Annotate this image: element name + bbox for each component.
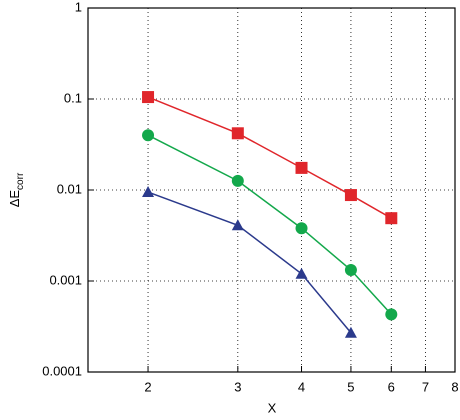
y-tick-label: 0.0001: [42, 363, 82, 378]
marker: [344, 326, 357, 338]
marker: [231, 127, 244, 140]
series-line: [147, 134, 392, 315]
marker: [295, 267, 308, 279]
plot-frame: [87, 7, 456, 373]
y-label-sub: corr: [15, 172, 26, 190]
x-tick-label: 5: [347, 379, 354, 394]
y-axis-label: ΔEcorr: [7, 172, 25, 207]
y-label-main: ΔE: [7, 190, 22, 208]
marker: [295, 161, 308, 174]
marker: [142, 129, 155, 142]
x-axis-label: X: [268, 400, 277, 415]
marker: [385, 308, 398, 321]
y-tick-label: 0.1: [64, 90, 82, 105]
x-tick-label: 2: [144, 379, 151, 394]
marker: [142, 186, 155, 198]
x-tick-label: 3: [234, 379, 241, 394]
x-tick-label: 4: [298, 379, 305, 394]
marker: [231, 174, 244, 187]
x-tick-label: 8: [451, 379, 458, 394]
y-tick-label: 0.001: [49, 272, 82, 287]
marker: [385, 212, 398, 225]
marker: [142, 91, 155, 104]
y-tick-label: 0.01: [57, 181, 82, 196]
marker: [344, 189, 357, 202]
marker: [231, 219, 244, 231]
y-tick-label: 1: [75, 0, 82, 14]
x-tick-label: 7: [422, 379, 429, 394]
marker: [295, 222, 308, 235]
marker: [344, 264, 357, 277]
x-tick-label: 6: [388, 379, 395, 394]
series-line: [147, 191, 352, 334]
